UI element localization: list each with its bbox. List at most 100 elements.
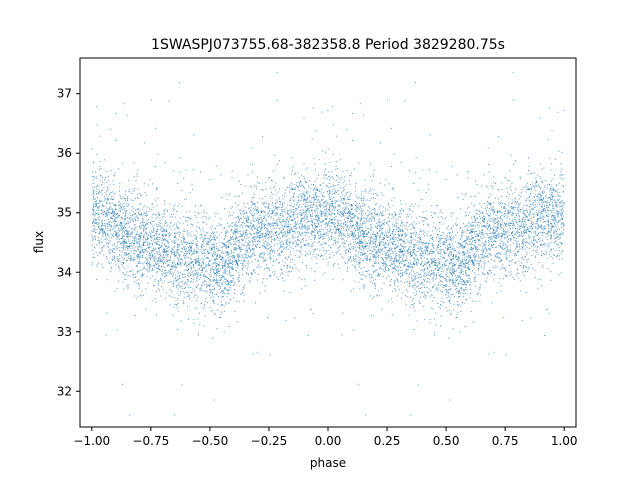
data-point [369, 237, 371, 239]
data-point [128, 253, 130, 255]
data-point [476, 230, 478, 232]
data-point [253, 238, 255, 240]
data-point [205, 264, 207, 266]
data-point [436, 289, 438, 291]
data-point [439, 249, 441, 251]
data-point [504, 177, 506, 179]
data-point [342, 257, 344, 259]
data-point [358, 261, 360, 263]
data-point [216, 269, 218, 271]
data-point [557, 254, 559, 256]
data-point [200, 247, 202, 249]
data-point [423, 241, 425, 243]
data-point [421, 254, 423, 256]
data-point [208, 238, 210, 240]
data-point [149, 252, 150, 254]
data-point [358, 196, 360, 198]
data-point [323, 234, 325, 236]
data-point [215, 231, 217, 233]
data-point [445, 284, 447, 286]
data-point [553, 208, 555, 210]
data-point [123, 288, 125, 290]
data-point [531, 189, 532, 191]
data-point [132, 243, 134, 245]
data-point [294, 228, 296, 230]
data-point [225, 234, 226, 236]
data-point [192, 239, 194, 241]
data-point [398, 235, 400, 237]
data-point [173, 272, 175, 274]
data-point [164, 249, 165, 251]
data-point [362, 259, 364, 261]
data-point [138, 245, 139, 247]
data-point [279, 231, 281, 233]
data-point [355, 235, 356, 237]
data-point [95, 251, 97, 253]
data-point [306, 252, 308, 254]
data-point [271, 224, 273, 226]
data-point [467, 267, 468, 269]
data-point [497, 226, 498, 228]
data-point [425, 192, 427, 193]
data-point [162, 262, 164, 264]
data-point [289, 191, 291, 193]
data-point [94, 237, 96, 239]
data-point [384, 241, 386, 243]
data-point [187, 306, 188, 307]
data-point [108, 243, 110, 244]
data-point [120, 196, 122, 198]
data-point [448, 254, 450, 256]
data-point [356, 225, 357, 227]
data-point [210, 235, 212, 237]
data-point [203, 275, 205, 277]
data-point [334, 262, 336, 264]
data-point [558, 182, 560, 184]
data-point [287, 226, 289, 228]
data-point [187, 268, 189, 270]
data-point [503, 243, 504, 245]
data-point [138, 248, 140, 250]
data-point [482, 257, 484, 258]
data-point [135, 282, 137, 284]
data-point [562, 231, 564, 233]
data-point [155, 199, 157, 201]
data-point [452, 212, 454, 214]
data-point [95, 204, 97, 206]
data-point [210, 272, 212, 274]
data-point [272, 202, 273, 204]
data-point [423, 306, 425, 307]
data-point [266, 231, 268, 233]
data-point [471, 221, 473, 223]
data-point [279, 254, 281, 256]
data-point [101, 222, 103, 223]
data-point [124, 239, 126, 241]
data-point [547, 138, 549, 140]
data-point [488, 273, 490, 275]
data-point [492, 246, 494, 248]
data-point [323, 202, 325, 204]
data-point [491, 245, 493, 247]
data-point [233, 256, 235, 258]
data-point [201, 235, 203, 237]
data-point [382, 211, 384, 213]
data-point [357, 241, 358, 243]
data-point [397, 231, 399, 233]
data-point [119, 270, 121, 272]
data-point [234, 238, 236, 240]
data-point [256, 206, 258, 208]
data-point [449, 299, 451, 301]
data-point [445, 247, 446, 249]
data-point [217, 271, 219, 273]
data-point [413, 252, 414, 253]
data-point [310, 220, 312, 222]
data-point [182, 205, 183, 207]
data-point [355, 207, 357, 209]
data-point [443, 237, 445, 239]
data-point [180, 265, 182, 267]
data-point [95, 222, 97, 224]
data-point [243, 266, 245, 268]
data-point [106, 214, 108, 216]
data-point [257, 176, 258, 178]
data-point [372, 242, 374, 244]
data-point [310, 187, 312, 189]
